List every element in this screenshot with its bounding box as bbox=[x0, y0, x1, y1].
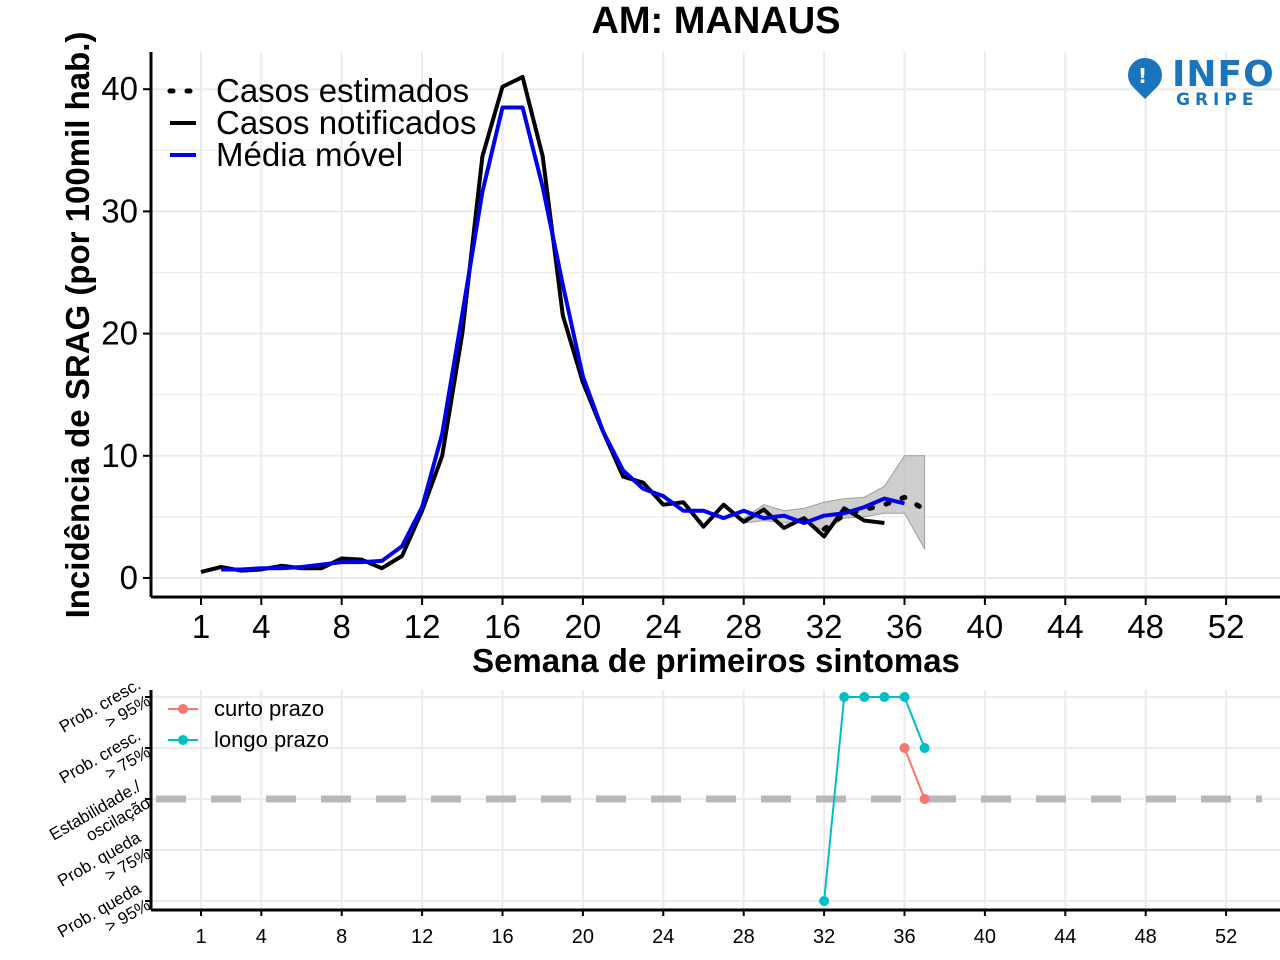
data-point bbox=[859, 692, 870, 702]
data-point bbox=[819, 896, 830, 906]
legend-label-1: longo prazo bbox=[214, 727, 329, 752]
series-points-2 bbox=[221, 107, 905, 570]
logo-sub: GRIPE bbox=[1176, 90, 1259, 110]
series-line-0 bbox=[821, 494, 928, 532]
x-tick-label: 16 bbox=[484, 608, 521, 645]
trend-line-0 bbox=[903, 747, 926, 800]
legend-key-dot-0 bbox=[178, 704, 188, 714]
x-tick-label: 28 bbox=[725, 608, 762, 645]
y-tick-label: 40 bbox=[101, 70, 138, 107]
y-tick-label: 0 bbox=[120, 559, 138, 596]
grid bbox=[151, 52, 1280, 597]
series-line-2 bbox=[221, 105, 905, 572]
data-point bbox=[879, 692, 890, 702]
trend-line-1 bbox=[823, 696, 926, 902]
x-tick-label: 12 bbox=[404, 608, 441, 645]
y-axis-title: Incidência de SRAG (por 100mil hab.) bbox=[59, 32, 96, 619]
data-point bbox=[899, 743, 910, 753]
x-tick-label: 44 bbox=[1047, 608, 1084, 645]
logo-word: INFO bbox=[1172, 54, 1275, 95]
y-tick-label: 10 bbox=[101, 437, 138, 474]
data-point bbox=[919, 743, 930, 753]
y-tick-label: 30 bbox=[101, 192, 138, 229]
x-tick-label: 48 bbox=[1135, 926, 1157, 948]
x-tick-label: 52 bbox=[1215, 926, 1237, 948]
x-tick-label: 4 bbox=[256, 926, 267, 948]
series-points-0 bbox=[824, 497, 925, 530]
data-point bbox=[899, 692, 910, 702]
x-tick-label: 48 bbox=[1127, 608, 1164, 645]
chart-title: AM: MANAUS bbox=[591, 0, 840, 42]
legend-label-0: Casos estimados bbox=[216, 72, 469, 109]
infogripe-logo: ! INFO GRIPE bbox=[1120, 50, 1276, 112]
x-tick-label: 32 bbox=[813, 926, 835, 948]
x-tick-label: 8 bbox=[333, 608, 351, 645]
x-tick-label: 36 bbox=[893, 926, 915, 948]
x-tick-label: 44 bbox=[1054, 926, 1076, 948]
x-tick-label: 40 bbox=[967, 608, 1004, 645]
y-category-label: Prob. queda> 95% bbox=[54, 879, 154, 958]
x-tick-label: 28 bbox=[733, 926, 755, 948]
x-tick-label: 4 bbox=[252, 608, 270, 645]
x-tick-label: 24 bbox=[645, 608, 682, 645]
x-tick-label: 1 bbox=[195, 926, 206, 948]
trend-points-0 bbox=[899, 743, 930, 804]
trend-points-1 bbox=[819, 692, 930, 906]
data-point bbox=[919, 794, 930, 804]
legend-key-dot-1 bbox=[178, 735, 188, 745]
y-tick-label: 20 bbox=[101, 315, 138, 352]
x-tick-label: 1 bbox=[192, 608, 210, 645]
x-tick-label: 36 bbox=[886, 608, 923, 645]
x-tick-label: 52 bbox=[1208, 608, 1245, 645]
legend-label-1: Casos notificados bbox=[216, 104, 476, 141]
legend: curto prazo longo prazo bbox=[168, 696, 329, 752]
legend-label-0: curto prazo bbox=[214, 696, 324, 721]
x-tick-label: 20 bbox=[572, 926, 594, 948]
x-tick-label: 12 bbox=[411, 926, 433, 948]
x-tick-label: 16 bbox=[491, 926, 513, 948]
x-tick-label: 24 bbox=[652, 926, 674, 948]
x-axis-title: Semana de primeiros sintomas bbox=[472, 642, 960, 679]
x-tick-label: 40 bbox=[974, 926, 996, 948]
data-point bbox=[839, 692, 850, 702]
x-tick-label: 32 bbox=[806, 608, 843, 645]
x-tick-label: 20 bbox=[565, 608, 602, 645]
x-tick-label: 8 bbox=[336, 926, 347, 948]
legend-label-2: Média móvel bbox=[216, 136, 403, 173]
